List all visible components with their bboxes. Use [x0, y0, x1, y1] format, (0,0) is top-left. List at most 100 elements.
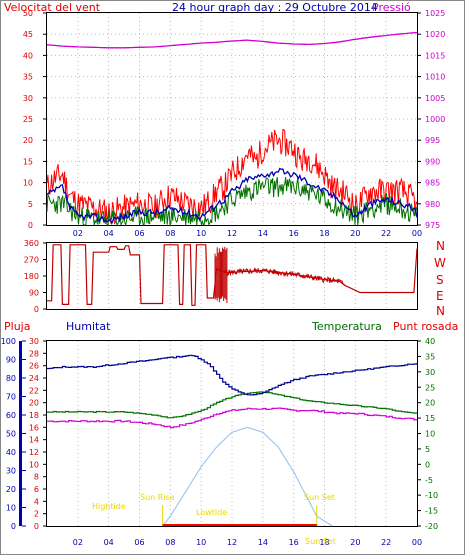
x-tick-label-bottom: 12 [227, 538, 237, 547]
pressure-y-tick-label: 1000 [425, 115, 445, 124]
humidity-y-tick-label: 10 [6, 504, 16, 513]
x-tick-label-bottom: 00 [412, 538, 422, 547]
pluja-label: Pluja [4, 320, 30, 333]
wind-gust-series [46, 128, 418, 225]
sun-set-label: Sun Set [304, 493, 335, 502]
temp-y-tick-label: 15 [425, 414, 435, 423]
dewpoint-series [47, 407, 418, 429]
rain-y-tick-label: 2 [34, 510, 39, 519]
x-tick-label-top: 02 [73, 229, 83, 238]
wind-y-tick-label: 10 [23, 179, 33, 188]
humidity-y-tick-label: 100 [1, 337, 16, 346]
temp-y-tick-label: 30 [425, 368, 435, 377]
rain-y-tick-label: 14 [29, 436, 39, 445]
wind-low-series [46, 177, 418, 227]
temp-y-tick-label: 40 [425, 337, 435, 346]
pressure-y-tick-label: 975 [425, 221, 440, 230]
wind-direction-base [47, 244, 418, 306]
pressure-y-tick-label: 980 [425, 200, 440, 209]
dir-y-tick-label: 270 [24, 256, 39, 265]
compass-n-top: N [436, 239, 445, 253]
temp-y-tick-label: 25 [425, 383, 435, 392]
temp-y-tick-label: -20 [425, 522, 438, 531]
pressure-title: Pressió [372, 1, 411, 14]
temp-y-tick-label: -5 [425, 476, 433, 485]
pressure-y-tick-label: 1020 [425, 30, 445, 39]
humidity-axis-bar [19, 341, 22, 526]
compass-n-bottom: N [436, 304, 445, 318]
humidity-y-tick-label: 80 [6, 374, 16, 383]
temp-y-tick-label: 35 [425, 352, 435, 361]
pressure-y-tick-label: 1015 [425, 51, 445, 60]
dir-y-tick-label: 180 [24, 272, 39, 281]
temp-y-tick-label: 5 [425, 445, 430, 454]
humidity-y-tick-label: 60 [6, 411, 16, 420]
graph-title: 24 hour graph day : 29 Octubre 2014 [172, 1, 378, 14]
x-tick-label-bottom: 02 [73, 538, 83, 547]
x-tick-label-bottom: 16 [289, 538, 299, 547]
sun-set-bottom-label: Sun Set [305, 537, 336, 546]
x-tick-label-top: 16 [289, 229, 299, 238]
wind-y-tick-label: 45 [23, 30, 33, 39]
rain-y-tick-label: 24 [29, 374, 39, 383]
wind-y-tick-label: 5 [28, 200, 33, 209]
dir-y-tick-label: 360 [24, 239, 39, 248]
temp-y-tick-label: -10 [425, 491, 438, 500]
humidity-y-tick-label: 70 [6, 393, 16, 402]
temp-y-tick-label: 0 [425, 460, 430, 469]
x-tick-label-top: 04 [104, 229, 114, 238]
rain-y-tick-label: 22 [29, 386, 39, 395]
pressure-y-tick-label: 985 [425, 179, 440, 188]
humidity-y-tick-label: 90 [6, 356, 16, 365]
wind-y-tick-label: 40 [23, 51, 33, 60]
wind-title: Velocitat del vent [4, 1, 101, 14]
humitat-label: Humitat [66, 320, 111, 333]
x-tick-label-top: 08 [165, 229, 175, 238]
x-tick-label-top: 00 [412, 229, 422, 238]
humidity-series [47, 354, 418, 396]
dir-y-tick-label: 0 [34, 305, 39, 314]
sun-rise-label: Sun Rise [140, 493, 175, 502]
pressure-y-tick-label: 1025 [425, 9, 445, 18]
x-tick-label-bottom: 08 [165, 538, 175, 547]
humidity-y-tick-label: 20 [6, 485, 16, 494]
temp-y-tick-label: -15 [425, 507, 438, 516]
temp-y-tick-label: 20 [425, 399, 435, 408]
wind-avg-series [46, 167, 418, 226]
rain-y-tick-label: 10 [29, 460, 39, 469]
x-tick-label-top: 12 [227, 229, 237, 238]
x-tick-label-bottom: 04 [104, 538, 114, 547]
rain-y-tick-label: 16 [29, 423, 39, 432]
punt-rosada-label: Punt rosada [393, 320, 458, 333]
wind-y-tick-label: 50 [23, 9, 33, 18]
solar-curve [162, 426, 333, 527]
wind-y-tick-label: 35 [23, 73, 33, 82]
wind-y-tick-label: 20 [23, 136, 33, 145]
hightide-label: Hightide [92, 502, 126, 511]
compass-w: W [434, 256, 446, 270]
rain-y-tick-label: 26 [29, 362, 39, 371]
temp-y-tick-label: 10 [425, 430, 435, 439]
x-tick-label-top: 10 [196, 229, 206, 238]
humidity-y-tick-label: 0 [11, 522, 16, 531]
compass-s: S [436, 273, 444, 287]
humidity-y-tick-label: 50 [6, 430, 16, 439]
wind-direction-noise [223, 267, 345, 287]
dir-y-tick-label: 90 [29, 289, 39, 298]
x-tick-label-bottom: 06 [134, 538, 144, 547]
x-tick-label-bottom: 14 [258, 538, 268, 547]
temperature-series [47, 391, 418, 419]
x-tick-label-bottom: 22 [381, 538, 391, 547]
rain-y-tick-label: 20 [29, 399, 39, 408]
x-tick-label-top: 18 [319, 229, 329, 238]
x-tick-label-top: 20 [350, 229, 360, 238]
humidity-y-tick-label: 40 [6, 448, 16, 457]
pressure-y-tick-label: 995 [425, 136, 440, 145]
x-tick-label-bottom: 10 [196, 538, 206, 547]
rain-y-tick-label: 28 [29, 349, 39, 358]
x-tick-label-top: 14 [258, 229, 268, 238]
pressure-series [46, 31, 418, 49]
rain-y-tick-label: 12 [29, 448, 39, 457]
